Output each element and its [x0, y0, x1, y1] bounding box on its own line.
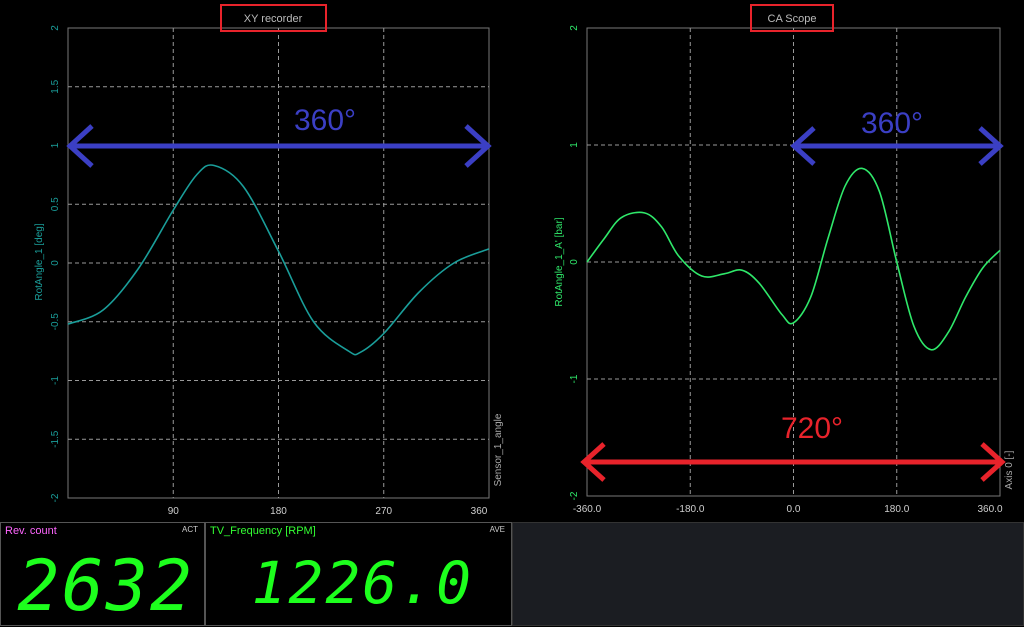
y-tick-label: -0.5 [50, 313, 61, 331]
ca-span-label: 360° [861, 107, 923, 140]
tv-frequency-title: TV_Frequency [RPM] [210, 525, 316, 537]
x-tick-label: 0.0 [787, 504, 801, 515]
ca-title-highlight [750, 4, 834, 32]
xy-series-line [67, 164, 490, 356]
xy-y-axis-label: RotAngle_1 [deg] [34, 223, 45, 301]
ca-full-span-label: 720° [781, 412, 843, 445]
y-tick-label: 1 [569, 142, 580, 148]
xy-title-highlight [220, 4, 327, 32]
x-tick-label: 360.0 [977, 504, 1002, 515]
x-tick-label: 180 [270, 506, 287, 517]
y-tick-label: -2 [50, 493, 61, 502]
x-tick-label: 180.0 [884, 504, 909, 515]
x-tick-label: 90 [168, 506, 180, 517]
y-tick-label: 1.5 [50, 79, 61, 93]
xy-x-ticks: 90 180 270 360 [168, 506, 488, 517]
xy-chart-title: XY recorder [244, 13, 303, 25]
rev-count-value: 2632 [17, 545, 194, 627]
y-tick-label: 0.5 [50, 197, 61, 211]
y-tick-label: 1 [50, 142, 61, 148]
xy-y-ticks: 2 1.5 1 0.5 0 -0.5 -1 -1.5 -2 [50, 25, 61, 503]
xy-x-axis-label: Sensor_1_angle [493, 413, 504, 486]
ca-chart-title: CA Scope [768, 13, 817, 25]
xy-span-arrow [66, 124, 492, 168]
ca-y-axis-label: RotAngle_1_A' [bar] [554, 217, 565, 306]
ca-x-axis-label: Axis 0 [-] [1004, 450, 1015, 489]
y-tick-label: 0 [50, 260, 61, 266]
x-tick-label: 360 [471, 506, 488, 517]
rev-count-title: Rev. count [5, 525, 57, 537]
ca-x-ticks: -360.0 -180.0 0.0 180.0 360.0 [573, 504, 1003, 515]
y-tick-label: 0 [569, 259, 580, 265]
ca-span-arrow [790, 126, 1004, 166]
rev-count-mode: ACT [182, 525, 198, 534]
ca-scope-chart[interactable]: 2 1 0 -1 -2 -360.0 -180.0 0.0 180.0 360.0 RotAng… [554, 4, 1015, 515]
tv-frequency-mode: AVE [489, 525, 505, 534]
ca-y-ticks: 2 1 0 -1 -2 [569, 25, 580, 501]
x-tick-label: -360.0 [573, 504, 602, 515]
xy-span-label: 360° [294, 104, 356, 137]
tv-frequency-value: 1226.0 [251, 549, 473, 617]
y-tick-label: -1 [569, 374, 580, 383]
x-tick-label: -180.0 [676, 504, 705, 515]
y-tick-label: -1 [50, 376, 61, 385]
rev-count-meter[interactable]: Rev. count ACT 2632 [0, 522, 205, 626]
empty-panel [512, 522, 1024, 626]
tv-frequency-meter[interactable]: TV_Frequency [RPM] AVE 1226.0 [205, 522, 512, 626]
x-tick-label: 270 [375, 506, 392, 517]
y-tick-label: 2 [50, 25, 61, 31]
y-tick-label: -2 [569, 491, 580, 500]
ca-full-span-arrow [580, 442, 1006, 482]
ca-series-line [586, 167, 1001, 351]
xy-recorder-chart[interactable]: 2 1.5 1 0.5 0 -0.5 -1 -1.5 -2 90 180 270 360 RotAng… [34, 4, 504, 517]
y-tick-label: 2 [569, 25, 580, 31]
y-tick-label: -1.5 [50, 430, 61, 448]
